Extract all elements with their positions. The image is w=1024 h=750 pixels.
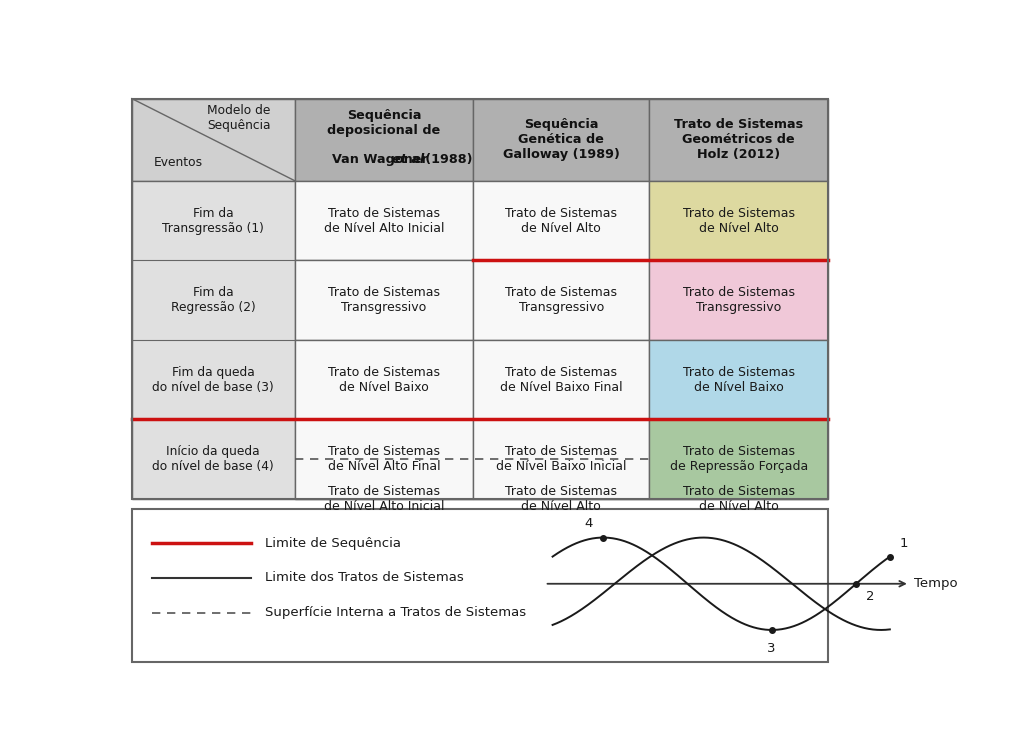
Bar: [132, 181, 295, 499]
Bar: [295, 181, 473, 260]
Bar: [473, 99, 649, 181]
Text: Sequência
deposicional de: Sequência deposicional de: [328, 110, 440, 137]
Text: Trato de Sistemas
de Nível Alto Inicial: Trato de Sistemas de Nível Alto Inicial: [324, 484, 444, 513]
Text: Van Wagoner: Van Wagoner: [333, 153, 432, 166]
Bar: [132, 509, 828, 662]
Bar: [473, 340, 649, 419]
Text: . (1988): . (1988): [416, 153, 472, 166]
Text: 2: 2: [866, 590, 874, 603]
Text: Trato de Sistemas
Geométricos de
Holz (2012): Trato de Sistemas Geométricos de Holz (2…: [674, 118, 803, 161]
Text: Trato de Sistemas
de Nível Alto: Trato de Sistemas de Nível Alto: [505, 206, 617, 235]
Bar: [649, 419, 828, 499]
Text: Trato de Sistemas
de Nível Baixo: Trato de Sistemas de Nível Baixo: [328, 365, 440, 394]
Text: Fim da
Transgressão (1): Fim da Transgressão (1): [163, 206, 264, 235]
Bar: [295, 99, 473, 181]
Text: et al: et al: [392, 153, 424, 166]
Text: Trato de Sistemas
de Nível Alto Inicial: Trato de Sistemas de Nível Alto Inicial: [324, 206, 444, 235]
Bar: [473, 260, 649, 340]
Text: Trato de Sistemas
de Nível Baixo: Trato de Sistemas de Nível Baixo: [683, 365, 795, 394]
Text: Trato de Sistemas
Transgressivo: Trato de Sistemas Transgressivo: [683, 286, 795, 314]
Text: Fim da queda
do nível de base (3): Fim da queda do nível de base (3): [153, 365, 274, 394]
Text: Trato de Sistemas
de Nível Baixo Inicial: Trato de Sistemas de Nível Baixo Inicial: [496, 445, 627, 473]
Text: Trato de Sistemas
de Nível Alto: Trato de Sistemas de Nível Alto: [505, 484, 617, 513]
Text: Trato de Sistemas
Transgressivo: Trato de Sistemas Transgressivo: [328, 286, 440, 314]
Text: Limite dos Tratos de Sistemas: Limite dos Tratos de Sistemas: [265, 572, 464, 584]
Bar: [649, 99, 828, 181]
Bar: [132, 99, 295, 181]
Bar: [295, 340, 473, 419]
Text: Modelo de
Sequência: Modelo de Sequência: [207, 104, 271, 132]
Bar: [473, 419, 649, 499]
Text: Eventos: Eventos: [155, 156, 204, 170]
Bar: [649, 181, 828, 260]
Bar: [295, 419, 473, 499]
Text: Início da queda
do nível de base (4): Início da queda do nível de base (4): [153, 445, 274, 473]
Text: 4: 4: [585, 517, 593, 530]
Text: 3: 3: [767, 642, 776, 655]
Text: Trato de Sistemas
de Nível Alto: Trato de Sistemas de Nível Alto: [683, 206, 795, 235]
Text: Fim da
Regressão (2): Fim da Regressão (2): [171, 286, 256, 314]
Bar: [295, 260, 473, 340]
Text: Trato de Sistemas
de Nível Alto: Trato de Sistemas de Nível Alto: [683, 484, 795, 513]
Text: Trato de Sistemas
Transgressivo: Trato de Sistemas Transgressivo: [505, 286, 617, 314]
Text: 1: 1: [900, 538, 908, 550]
Bar: [649, 340, 828, 419]
Text: Trato de Sistemas
de Nível Alto Final: Trato de Sistemas de Nível Alto Final: [328, 445, 440, 473]
Text: Trato de Sistemas
de Nível Baixo Final: Trato de Sistemas de Nível Baixo Final: [500, 365, 623, 394]
Bar: [473, 181, 649, 260]
Text: Superfície Interna a Tratos de Sistemas: Superfície Interna a Tratos de Sistemas: [265, 606, 526, 619]
Text: Tempo: Tempo: [913, 578, 957, 590]
Text: Trato de Sistemas
de Repressão Forçada: Trato de Sistemas de Repressão Forçada: [670, 445, 808, 473]
Text: Sequência
Genética de
Galloway (1989): Sequência Genética de Galloway (1989): [503, 118, 620, 161]
Text: Limite de Sequência: Limite de Sequência: [265, 537, 401, 550]
Bar: [649, 260, 828, 340]
Bar: [132, 99, 828, 499]
